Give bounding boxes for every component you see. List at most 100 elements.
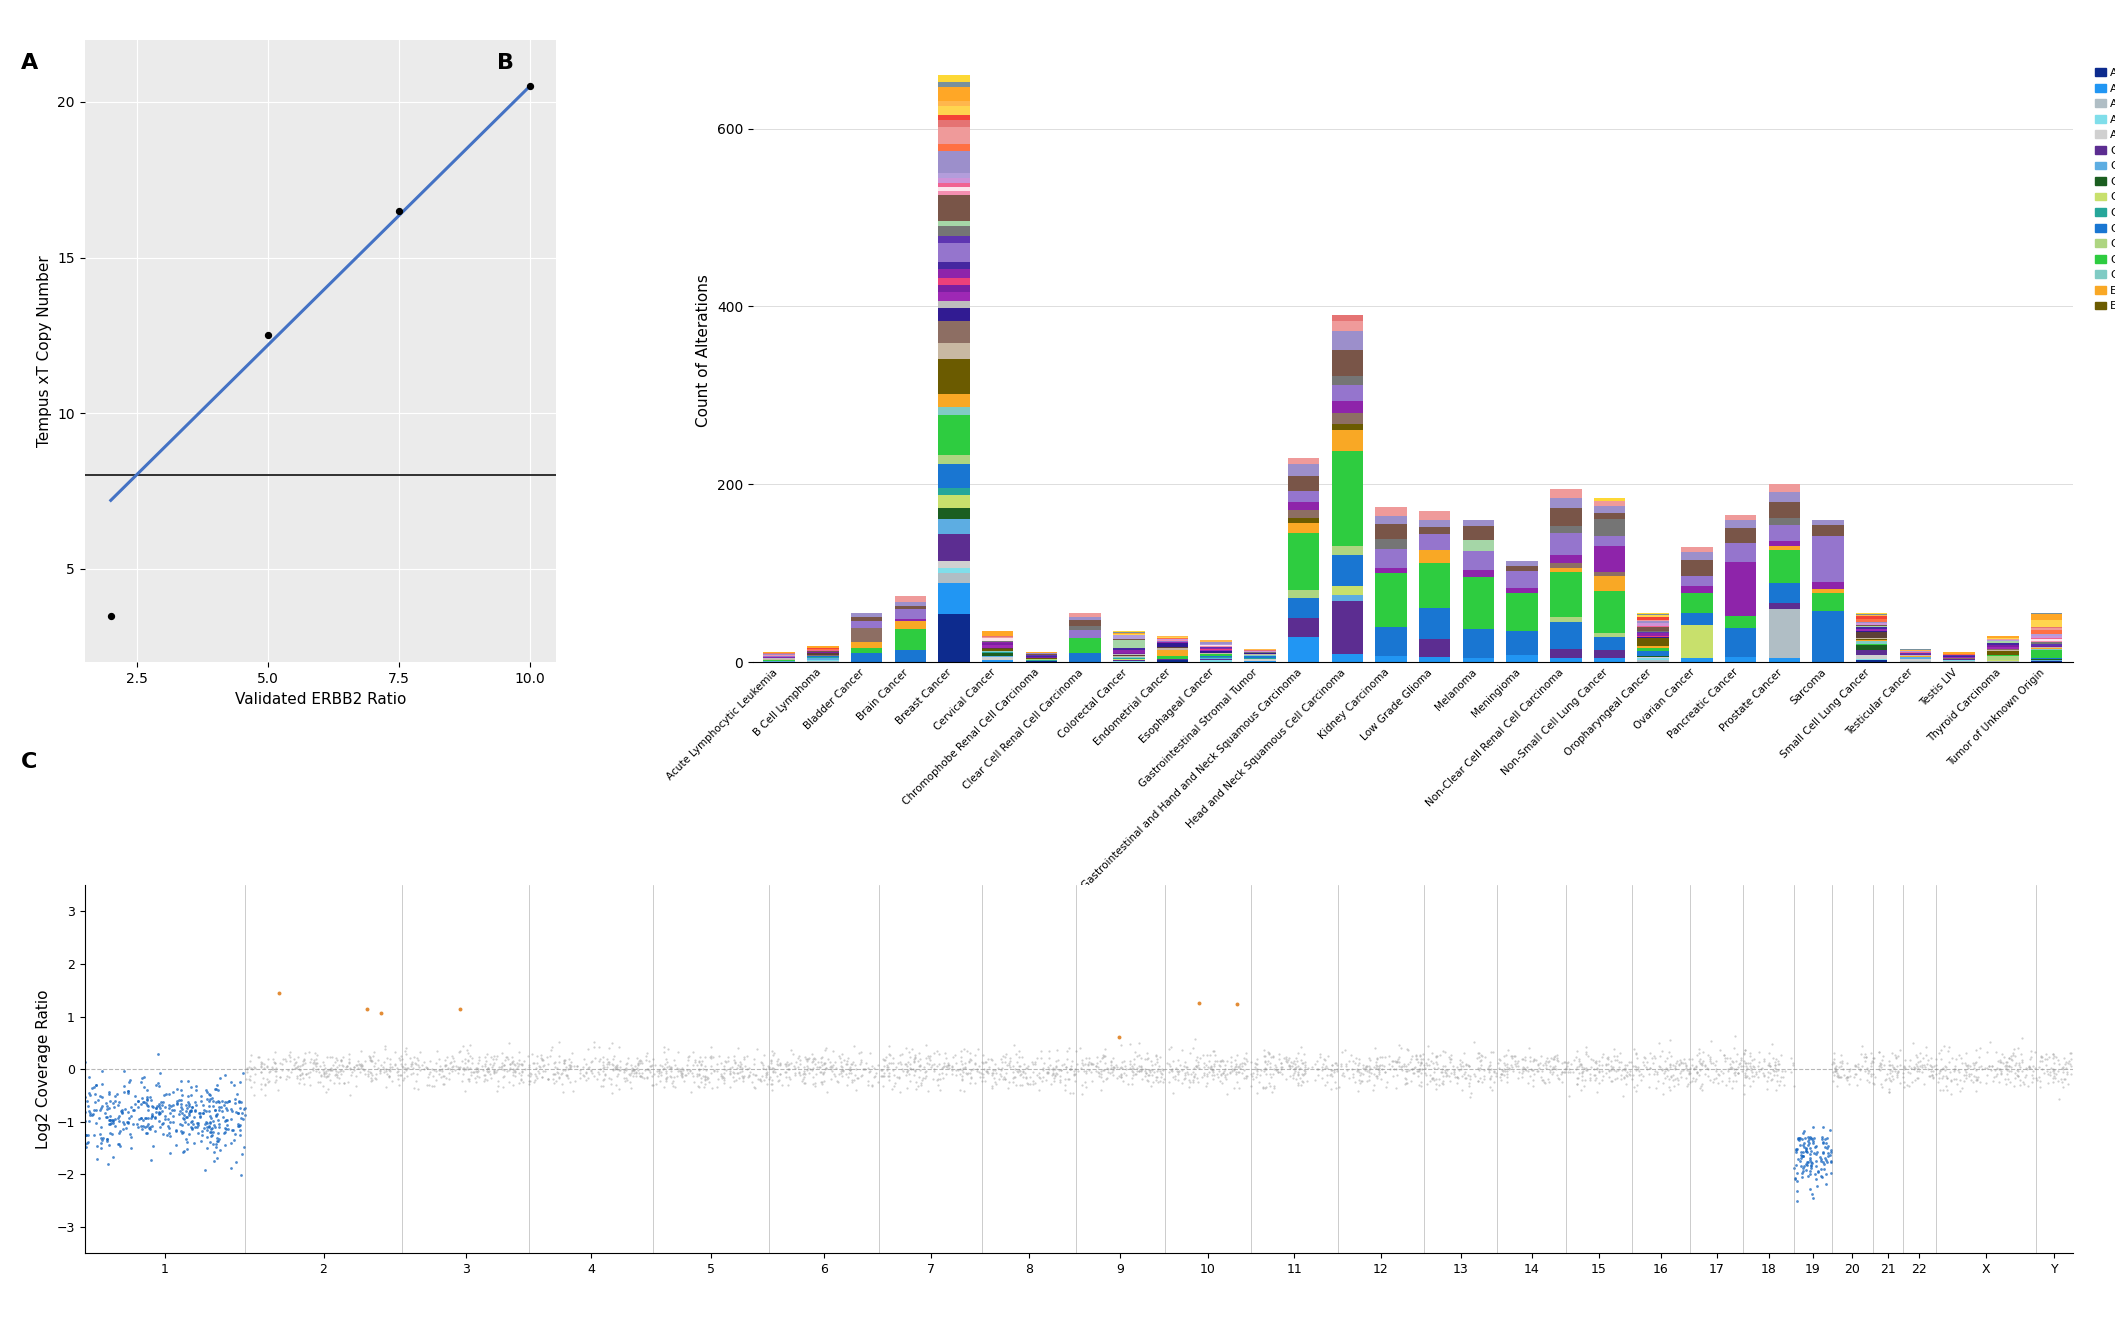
Point [1311,1045,1345,1066]
Point [649,1051,683,1072]
Point [1115,1068,1148,1089]
Point [1990,1051,2024,1072]
Point [1823,1045,1857,1066]
Point [548,1059,582,1080]
Point [442,1058,476,1079]
Point [1620,1080,1654,1101]
Point [95,1146,129,1167]
Point [1561,1074,1595,1095]
Point [1618,1042,1652,1063]
Point [878,1072,912,1093]
Point [1641,1062,1675,1083]
Point [1390,1060,1423,1082]
Point [577,1066,611,1087]
Point [1003,1064,1036,1086]
Point [121,1091,154,1112]
Point [1195,1068,1229,1089]
Point [1755,1068,1789,1089]
Point [728,1046,761,1067]
Point [641,1066,675,1087]
Point [654,1057,687,1078]
Point [664,1060,698,1082]
Point [91,1129,125,1150]
Point [1709,1050,1743,1071]
Point [852,1062,886,1083]
Point [704,1066,738,1087]
Point [95,1109,129,1130]
Point [1514,1058,1548,1079]
Point [1948,1064,1982,1086]
Point [749,1064,783,1086]
Point [1087,1045,1121,1066]
Point [1239,1083,1273,1104]
Point [706,1058,740,1079]
Point [1597,1046,1631,1067]
Point [241,1046,275,1067]
Point [1656,1064,1690,1086]
Point [300,1049,334,1070]
Point [2026,1059,2060,1080]
Bar [1419,520,1451,528]
Point [1787,1161,1821,1182]
Point [429,1054,463,1075]
Point [833,1053,867,1074]
Point [634,1066,668,1087]
Point [1753,1055,1787,1076]
Point [1506,1060,1540,1082]
Point [305,1066,338,1087]
Point [865,1066,899,1087]
Bar [2030,613,2062,620]
Point [1531,1071,1565,1092]
Point [216,1119,250,1140]
Bar [1464,629,1493,657]
Point [776,1055,810,1076]
Point [387,1062,421,1083]
Point [812,1057,846,1078]
Point [1978,1066,2011,1087]
Point [838,1070,871,1091]
Point [1254,1063,1288,1084]
Bar [1419,563,1451,608]
Point [1994,1045,2028,1066]
Point [1923,1043,1956,1064]
Point [247,1067,281,1088]
Point [969,1051,1003,1072]
Point [569,1062,603,1083]
Point [634,1055,668,1076]
Point [973,1057,1007,1078]
Point [321,1064,355,1086]
Point [996,1055,1030,1076]
Point [914,1057,948,1078]
Point [931,1055,964,1076]
Point [152,1142,186,1163]
Point [410,1066,444,1087]
Point [1514,1059,1548,1080]
Point [76,1105,110,1126]
Point [1958,1059,1992,1080]
Point [129,1087,163,1108]
Point [1265,1063,1299,1084]
Point [964,1063,998,1084]
Point [1487,1053,1521,1074]
Point [1849,1060,1882,1082]
Point [945,1062,979,1083]
Point [609,1058,643,1079]
Point [941,1059,975,1080]
Point [1250,1063,1284,1084]
Point [683,1055,717,1076]
Point [474,1046,508,1067]
Point [1794,1155,1827,1177]
Point [2047,1060,2081,1082]
Point [300,1059,334,1080]
Point [326,1072,360,1093]
Bar [1464,578,1493,629]
Point [1134,1062,1167,1083]
Point [1622,1060,1656,1082]
Point [1411,1035,1445,1057]
Point [1497,1046,1531,1067]
Point [222,1120,256,1141]
Point [345,1041,379,1062]
Point [2037,1043,2071,1064]
Point [833,1059,867,1080]
Point [1379,1058,1413,1079]
